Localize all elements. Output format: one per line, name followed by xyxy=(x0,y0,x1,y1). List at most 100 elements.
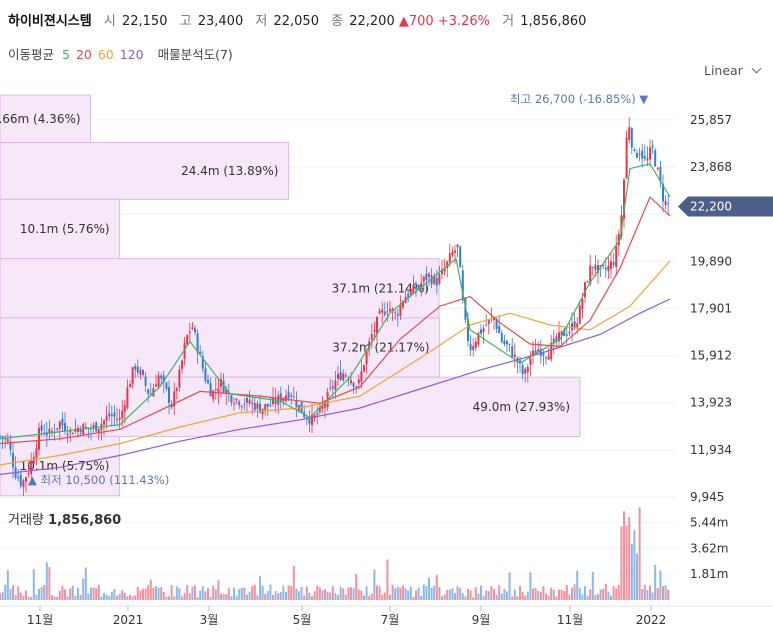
candle-body xyxy=(350,380,352,384)
volume-profile-toggle[interactable]: 매물분석도(7) xyxy=(157,47,233,62)
volume-bar xyxy=(420,596,423,600)
candle-body xyxy=(573,321,576,328)
volume-bar xyxy=(610,595,612,600)
volume-bar xyxy=(308,592,311,600)
candle-body xyxy=(456,244,459,248)
volume-bar xyxy=(576,570,579,600)
volume-bar xyxy=(6,570,9,600)
volume-profile-bar xyxy=(0,258,440,319)
candle-body xyxy=(365,351,368,365)
ma120-line xyxy=(0,298,671,475)
y-axis: 25,857 23,868 19,890 17,901 15,912 13,923 11,9… xyxy=(678,113,773,504)
y-tick-label: 13,923 xyxy=(690,396,732,410)
ma5-label[interactable]: 5 xyxy=(62,47,70,62)
x-tick-label: 9월 xyxy=(472,613,491,627)
volume-bar xyxy=(547,595,550,600)
volume-bar xyxy=(157,587,160,600)
candle-body xyxy=(40,425,43,431)
volume-bar xyxy=(649,585,651,600)
candle-body xyxy=(636,152,638,158)
candle-body xyxy=(129,384,131,388)
candle-body xyxy=(337,373,339,379)
volume-bar xyxy=(253,584,256,600)
volume-bar xyxy=(168,596,170,600)
volume-bar xyxy=(584,586,586,600)
volume-profile-label: 10.1m (5.76%) xyxy=(20,222,110,236)
volume-bar xyxy=(339,586,342,600)
ma-legend[interactable]: 이동평균 5 20 60 120 매물분석도(7) xyxy=(8,44,237,63)
volume-bar xyxy=(480,585,482,600)
volume-bar xyxy=(256,595,259,600)
candle-body xyxy=(656,167,659,169)
candle-body xyxy=(116,419,118,421)
volume-bar xyxy=(446,589,449,600)
candle-body xyxy=(532,350,534,356)
scale-toggle[interactable]: Linear xyxy=(704,63,762,78)
candle-body xyxy=(136,366,139,373)
volume-bar xyxy=(435,575,438,600)
candle-body xyxy=(170,403,173,408)
candle-body xyxy=(394,312,397,314)
volume-bar xyxy=(589,589,592,600)
candle-body xyxy=(617,234,620,246)
volume-bar xyxy=(38,588,40,600)
volume-bar xyxy=(71,585,74,600)
volume-bar xyxy=(103,593,105,600)
volume-bar xyxy=(472,597,475,600)
candle-body xyxy=(157,375,160,387)
candle-body xyxy=(144,376,147,386)
moving-averages xyxy=(0,163,671,475)
ma60-label[interactable]: 60 xyxy=(97,47,114,62)
volume-title-value: 1,856,860 xyxy=(48,513,122,528)
volume-bar xyxy=(4,584,7,600)
volume-bar xyxy=(160,587,163,600)
annotations: 최고 26,700 (-16.85%) ▼ ▲ 최저 10,500 (111.43… xyxy=(28,92,648,487)
ma120-label[interactable]: 120 xyxy=(119,47,144,62)
volume-bar xyxy=(552,589,555,600)
volume-bar xyxy=(355,574,358,600)
candle-body xyxy=(204,368,207,382)
volume-bar xyxy=(118,593,121,600)
candle-body xyxy=(584,282,586,298)
candle-body xyxy=(628,127,631,140)
candle-body xyxy=(19,474,22,486)
candle-body xyxy=(339,371,342,380)
volume-bar xyxy=(194,585,196,600)
volume-profile-bar xyxy=(0,198,121,260)
current-price-tag xyxy=(678,196,773,217)
candle-body xyxy=(251,402,254,405)
volume-bar xyxy=(246,594,248,600)
candle-body xyxy=(82,424,85,435)
candle-body xyxy=(248,399,251,404)
low-value: 22,050 xyxy=(273,14,319,29)
volume-bar xyxy=(61,585,64,600)
volume-bar xyxy=(313,591,316,600)
volume-bar xyxy=(667,589,670,600)
volume-bar xyxy=(568,594,571,600)
candle-body xyxy=(334,380,337,390)
volume-bar xyxy=(422,584,425,600)
volume-bar xyxy=(131,596,134,600)
candle-body xyxy=(103,420,105,425)
volume-bar xyxy=(623,511,625,600)
volume-bar xyxy=(604,584,607,600)
volume-bar xyxy=(116,595,118,600)
volume-bar xyxy=(415,590,417,600)
candle-body xyxy=(591,266,594,268)
volume-bar xyxy=(350,587,352,600)
volume-bar xyxy=(563,591,566,600)
volume-bar xyxy=(542,586,545,600)
candle-body xyxy=(529,358,532,365)
volume-bar xyxy=(654,564,657,600)
candle-body xyxy=(212,390,215,400)
ma20-label[interactable]: 20 xyxy=(75,47,92,62)
candle-body xyxy=(149,393,152,395)
volume-bar xyxy=(110,591,113,600)
volume-bar xyxy=(441,596,443,600)
volume-bar xyxy=(32,569,35,600)
candle-body xyxy=(165,382,168,389)
candle-body xyxy=(370,334,373,340)
volume-bar xyxy=(45,562,48,600)
candle-body xyxy=(506,340,508,345)
